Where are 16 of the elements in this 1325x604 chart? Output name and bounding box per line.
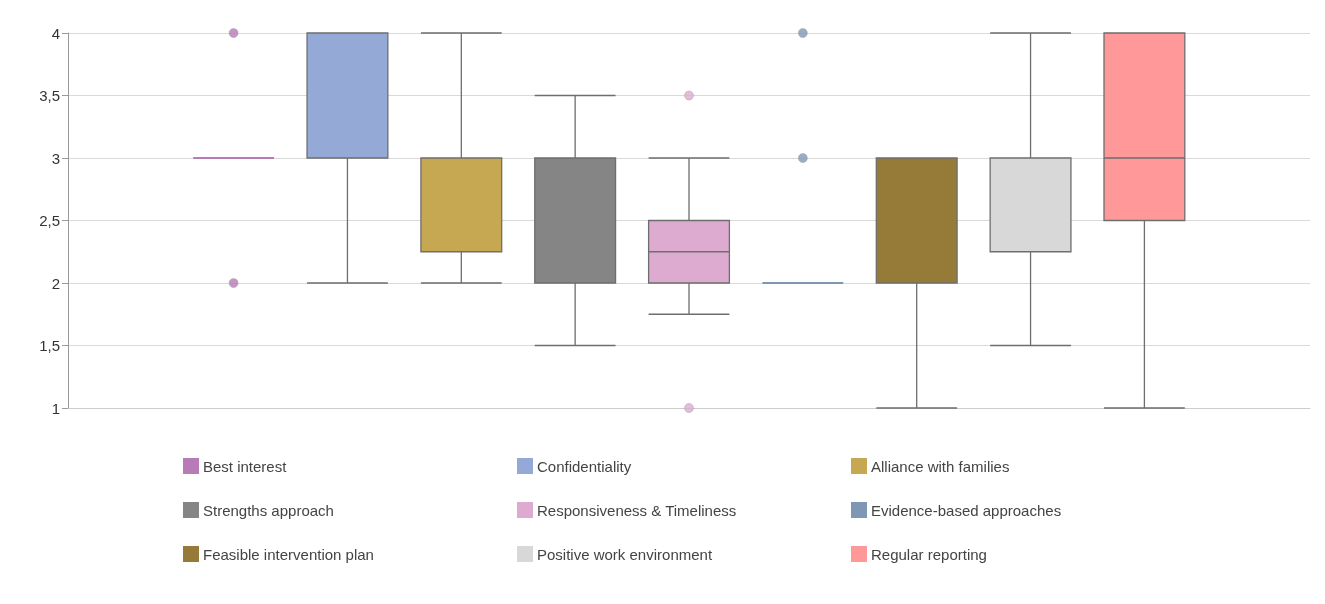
y-tick-label: 1 <box>51 399 60 417</box>
legend-label: Responsiveness & Timeliness <box>537 501 737 519</box>
legend-label: Strengths approach <box>203 501 334 519</box>
y-tick-label: 4 <box>51 24 60 42</box>
y-tick-label: 3 <box>51 149 60 167</box>
legend-label: Confidentiality <box>537 457 632 475</box>
legend-label: Regular reporting <box>871 545 987 563</box>
legend-label: Feasible intervention plan <box>203 545 374 563</box>
y-tick-label: 3,5 <box>39 87 60 104</box>
legend-label: Alliance with families <box>871 457 1010 475</box>
legend-label: Best interest <box>203 457 288 475</box>
y-tick-label: 2 <box>51 274 60 292</box>
legend-label: Evidence-based approaches <box>871 501 1062 519</box>
y-tick-label: 2,5 <box>39 212 60 229</box>
y-tick-label: 1,5 <box>39 337 60 354</box>
legend-label: Positive work environment <box>537 545 713 563</box>
